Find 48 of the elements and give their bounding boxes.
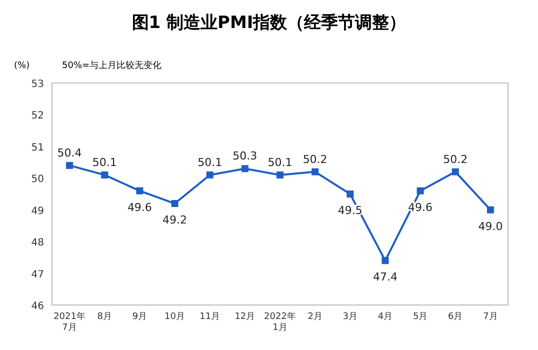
x-tick-label: 2021年 7月 xyxy=(54,311,86,333)
data-label: 50.3 xyxy=(232,150,258,163)
data-label: 47.4 xyxy=(372,270,398,284)
point xyxy=(486,206,494,214)
point xyxy=(66,162,74,169)
y-tick-label: 48 xyxy=(31,238,44,249)
x-tick-label: 11月 xyxy=(200,312,220,322)
data-label: 50.2 xyxy=(302,152,328,166)
data-label: 49.0 xyxy=(478,220,503,233)
point xyxy=(346,190,354,198)
point xyxy=(452,168,459,176)
x-tick-label: 12月 xyxy=(234,312,256,322)
y-tick-label: 46 xyxy=(31,301,44,312)
point xyxy=(276,171,284,178)
y-tick-label: 51 xyxy=(31,142,44,154)
x-tick-label: 6月 xyxy=(448,312,463,322)
y-axis-title: (%) xyxy=(14,61,30,71)
chart-title: 图1 制造业PMI指数（经季节调整） xyxy=(132,13,406,33)
x-tick-label: 2022年 1月 xyxy=(264,311,296,333)
point xyxy=(171,200,178,208)
point xyxy=(241,165,248,172)
data-label: 50.1 xyxy=(198,156,222,169)
x-tick-label: 5月 xyxy=(412,312,428,322)
y-tick-label: 50 xyxy=(31,174,44,186)
y-tick-label: 52 xyxy=(31,110,44,122)
x-tick-label: 9月 xyxy=(132,312,148,322)
y-tick-label: 53 xyxy=(31,79,44,90)
point xyxy=(312,168,319,176)
data-label: 49.6 xyxy=(127,200,152,214)
x-tick-label: 10月 xyxy=(164,312,185,322)
x-tick-label: 8月 xyxy=(97,312,112,322)
point xyxy=(416,187,424,194)
y-tick-label: 47 xyxy=(31,269,44,280)
y-tick-label: 49 xyxy=(31,206,44,217)
point xyxy=(136,187,144,194)
x-tick-label: 4月 xyxy=(378,312,393,322)
data-label: 50.1 xyxy=(92,156,117,169)
point xyxy=(206,171,214,178)
x-tick-label: 3月 xyxy=(342,312,358,322)
data-label: 50.4 xyxy=(57,146,82,160)
point xyxy=(101,171,108,178)
text: 50%=与上月比较无变化 xyxy=(62,60,162,71)
data-label: 50.1 xyxy=(268,156,292,169)
x-tick-label: 7月 xyxy=(483,312,498,322)
point xyxy=(382,257,389,264)
data-label: 49.2 xyxy=(162,214,188,227)
data-label: 50.2 xyxy=(443,152,468,166)
x-tick-label: 2月 xyxy=(308,312,322,322)
